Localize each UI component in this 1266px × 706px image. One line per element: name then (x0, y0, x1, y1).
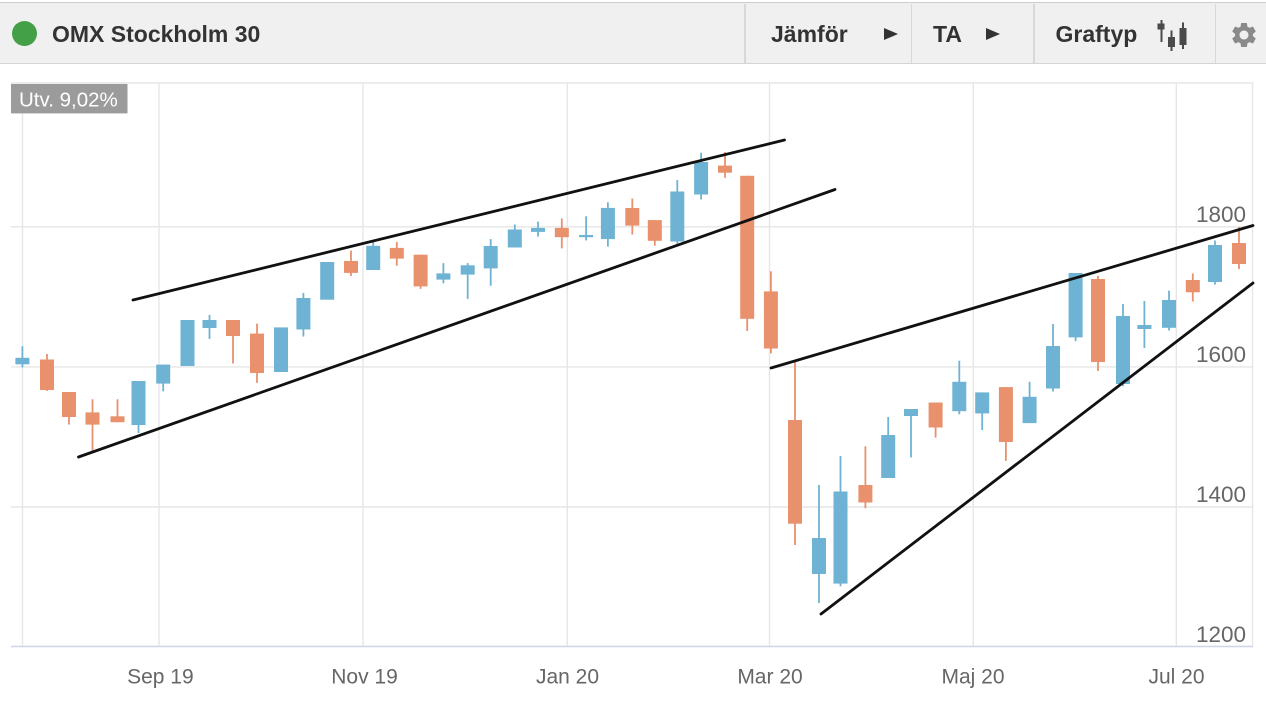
svg-text:1200: 1200 (1196, 622, 1246, 647)
svg-text:Utv. 9,02%: Utv. 9,02% (19, 89, 118, 112)
svg-text:Jul 20: Jul 20 (1148, 666, 1204, 689)
svg-text:1400: 1400 (1196, 482, 1246, 507)
svg-text:1800: 1800 (1196, 202, 1246, 227)
svg-text:1600: 1600 (1196, 342, 1246, 367)
svg-text:Sep 19: Sep 19 (127, 666, 194, 689)
svg-text:Jan 20: Jan 20 (536, 666, 599, 689)
svg-text:Nov 19: Nov 19 (331, 666, 398, 689)
svg-text:Mar 20: Mar 20 (737, 666, 802, 689)
svg-text:Maj 20: Maj 20 (941, 666, 1004, 689)
